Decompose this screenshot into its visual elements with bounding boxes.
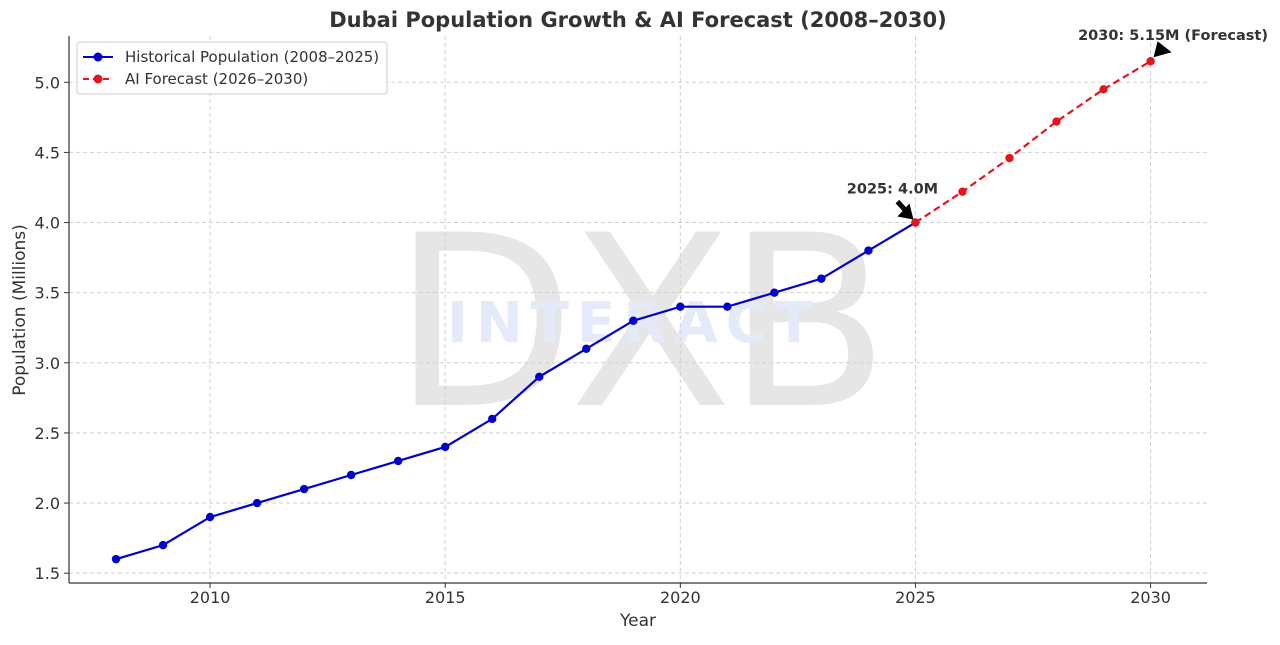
- legend-label-forecast: AI Forecast (2026–2030): [125, 70, 308, 88]
- data-point-forecast: [1052, 117, 1061, 126]
- x-tick-label: 2030: [1130, 588, 1171, 607]
- data-point-historical: [440, 442, 450, 452]
- series-line-forecast: [914, 60, 1152, 224]
- y-tick-label: 5.0: [35, 73, 60, 92]
- data-point-forecast: [1005, 153, 1014, 163]
- y-tick-label: 4.0: [35, 214, 60, 233]
- data-point-forecast: [958, 187, 967, 196]
- legend: Historical Population (2008–2025) AI For…: [76, 41, 388, 95]
- data-point-historical: [252, 498, 262, 508]
- data-point-historical: [770, 288, 779, 297]
- x-tick-label: 2015: [425, 588, 466, 607]
- data-point-historical: [817, 274, 826, 283]
- series: [111, 57, 1155, 564]
- data-point-forecast: [911, 218, 920, 227]
- annotation-2025-label: 2025: 4.0M: [847, 182, 938, 198]
- legend-marker-forecast: [93, 74, 103, 84]
- data-point-historical: [299, 484, 309, 494]
- y-tick-label: 1.5: [35, 564, 60, 583]
- data-point-historical: [864, 246, 873, 255]
- data-point-historical: [205, 512, 215, 522]
- x-tick-label: 2025: [895, 588, 936, 607]
- annotation-2030-label: 2030: 5.15M (Forecast): [1078, 28, 1268, 44]
- data-point-historical: [535, 372, 544, 382]
- y-tick-label: 4.5: [35, 143, 60, 162]
- data-point-historical: [346, 470, 356, 480]
- series-line-historical: [115, 221, 917, 561]
- data-point-historical: [488, 414, 497, 424]
- chart-title: Dubai Population Growth & AI Forecast (2…: [329, 8, 947, 32]
- x-tick-label: 2010: [190, 588, 231, 607]
- y-tick-label: 2.5: [35, 424, 60, 443]
- data-point-historical: [629, 316, 638, 325]
- data-point-forecast: [1146, 57, 1155, 66]
- data-point-forecast: [1099, 85, 1108, 94]
- data-point-historical: [158, 540, 168, 550]
- annotation-2025-arrow-head: [897, 203, 914, 220]
- data-point-historical: [723, 302, 732, 311]
- y-tick-label: 3.5: [35, 284, 60, 303]
- data-point-historical: [393, 456, 403, 466]
- x-axis-label: Year: [619, 611, 656, 631]
- x-tick-label: 2020: [660, 588, 701, 607]
- y-tick-label: 3.0: [35, 354, 60, 373]
- annotations: 2025: 4.0M 2030: 5.15M (Forecast): [847, 28, 1268, 220]
- watermark-logo: DXB: [392, 185, 884, 462]
- y-tick-label: 2.0: [35, 494, 60, 513]
- data-point-historical: [582, 344, 591, 353]
- legend-label-historical: Historical Population (2008–2025): [125, 48, 379, 66]
- watermark: DXB INTERACT: [392, 185, 890, 462]
- axes: 2010 2015 2020 2025 2030 1.5 2.0 2.5 3.0 3.5 4.0 4.…: [35, 36, 1207, 607]
- legend-marker-historical: [93, 52, 103, 62]
- data-point-historical: [676, 302, 685, 311]
- annotation-2030-arrow-head: [1153, 41, 1172, 58]
- y-axis-label: Population (Millions): [10, 224, 30, 396]
- data-point-historical: [111, 554, 121, 564]
- legend-box: [76, 41, 388, 95]
